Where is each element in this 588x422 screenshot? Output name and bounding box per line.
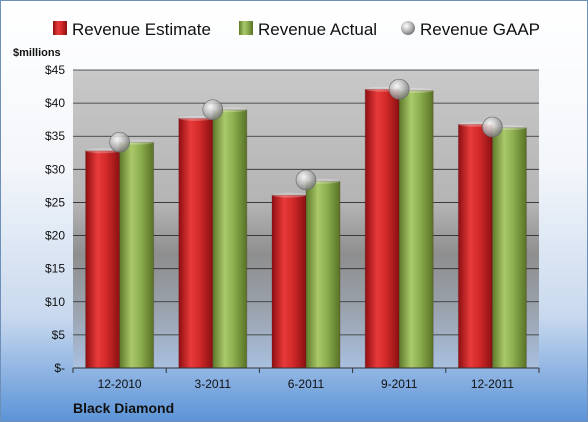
marker-revenue-gaap	[388, 78, 410, 100]
bar-revenue-actual	[305, 180, 341, 369]
bar-top-highlight	[272, 192, 306, 198]
y-tick-label: $35	[45, 129, 65, 143]
bar-revenue-estimate	[364, 88, 400, 369]
legend-swatch-revenue-estimate	[53, 21, 67, 35]
marker-revenue-gaap	[109, 131, 130, 153]
marker-revenue-gaap	[202, 99, 224, 121]
y-tick-label: $5	[52, 328, 66, 342]
y-axis-unit-label: $millions	[13, 47, 61, 59]
bar-revenue-estimate	[457, 123, 493, 369]
y-tick-label: $30	[45, 162, 65, 176]
x-tick-label: 12-2010	[98, 377, 142, 391]
x-tick-label: 12-2011	[471, 377, 514, 391]
y-tick-label: $10	[45, 295, 65, 309]
bar-revenue-actual	[119, 141, 155, 369]
legend-swatch-revenue-actual	[239, 21, 253, 35]
bar-revenue-estimate	[178, 117, 214, 369]
x-axis-ticks: 12-2010 3-2011 6-2011 9-2011 12-2011	[72, 368, 540, 391]
marker-revenue-gaap	[482, 116, 503, 138]
legend-label-revenue-gaap: Revenue GAAP	[420, 20, 540, 39]
bar-revenue-actual	[491, 127, 527, 369]
bar-top-highlight	[178, 115, 213, 121]
bar-revenue-actual	[212, 109, 248, 369]
x-tick-label: 6-2011	[288, 377, 325, 391]
y-tick-label: $40	[45, 96, 65, 110]
y-tick-label: $20	[45, 229, 65, 243]
x-tick-label: 3-2011	[195, 377, 232, 391]
bar-revenue-estimate	[271, 194, 307, 369]
bar-revenue-estimate	[85, 150, 121, 369]
y-tick-label: $25	[45, 195, 65, 209]
y-tick-label: $45	[45, 63, 65, 77]
y-tick-label: $15	[45, 262, 65, 276]
bar-top-highlight	[85, 148, 120, 154]
bar-revenue-actual	[398, 90, 434, 369]
legend-label-revenue-actual: Revenue Actual	[258, 20, 377, 39]
legend-marker-revenue-gaap	[401, 21, 415, 35]
x-tick-label: 9-2011	[381, 377, 418, 391]
gaap-markers	[109, 78, 503, 191]
y-tick-label: $-	[54, 361, 65, 375]
legend-label-revenue-estimate: Revenue Estimate	[72, 20, 211, 39]
company-label: Black Diamond	[73, 400, 174, 416]
marker-revenue-gaap	[295, 169, 317, 191]
bars	[85, 86, 527, 369]
legend: Revenue Estimate Revenue Actual Revenue …	[53, 20, 540, 39]
y-axis-ticks: $- $5 $10 $15 $20 $25 $30 $35 $40 $45	[45, 63, 65, 375]
